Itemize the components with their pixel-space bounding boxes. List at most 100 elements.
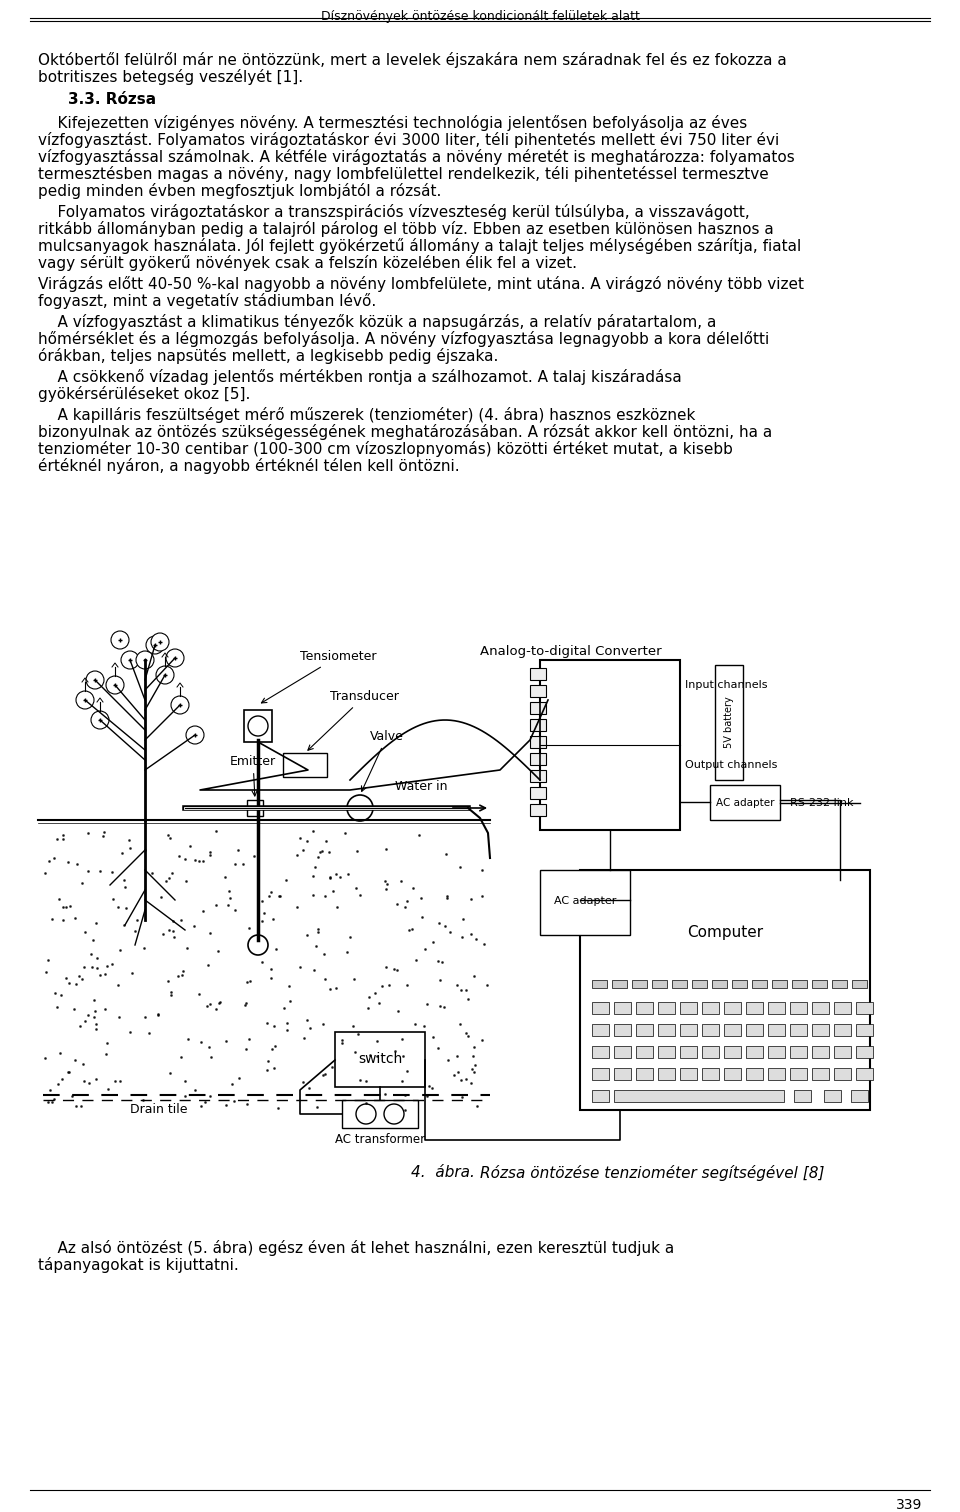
Bar <box>592 1090 609 1102</box>
Bar <box>812 1046 829 1058</box>
Bar <box>812 1024 829 1036</box>
Bar <box>856 1024 873 1036</box>
Text: Virágzás előtt 40-50 %-kal nagyobb a növény lombfelülete, mint utána. A virágzó : Virágzás előtt 40-50 %-kal nagyobb a növ… <box>38 277 804 292</box>
Text: 3.3. Rózsa: 3.3. Rózsa <box>68 92 156 107</box>
Bar <box>834 1046 851 1058</box>
Circle shape <box>384 1104 404 1123</box>
Bar <box>715 665 743 780</box>
Bar <box>746 1046 763 1058</box>
Bar <box>244 711 272 742</box>
Text: Computer: Computer <box>687 925 763 940</box>
Bar <box>790 1067 807 1080</box>
Text: A kapilláris feszültséget mérő műszerek (tenziométer) (4. ábra) hasznos eszközne: A kapilláris feszültséget mérő műszerek … <box>38 407 695 423</box>
Bar <box>680 1067 697 1080</box>
Circle shape <box>171 696 189 714</box>
Bar <box>614 1090 784 1102</box>
Bar <box>530 736 546 748</box>
Bar <box>712 980 727 987</box>
Text: ritkább állományban pedig a talajról párolog el több víz. Ebben az esetben külön: ritkább állományban pedig a talajról pár… <box>38 221 774 237</box>
Bar <box>530 788 546 798</box>
Bar <box>768 1046 785 1058</box>
Bar <box>636 1002 653 1015</box>
Bar <box>335 1033 425 1087</box>
Bar <box>283 753 327 777</box>
Bar <box>856 1067 873 1080</box>
Text: Emitter: Emitter <box>230 754 276 795</box>
Bar <box>724 1024 741 1036</box>
Bar <box>636 1046 653 1058</box>
Circle shape <box>347 795 373 821</box>
Text: RS-232 link: RS-232 link <box>790 797 853 807</box>
Text: A vízfogyasztást a klimatikus tényezők közük a napsugárzás, a relatív páratartal: A vízfogyasztást a klimatikus tényezők k… <box>38 314 716 330</box>
Bar <box>710 785 780 820</box>
Bar <box>592 980 607 987</box>
Bar <box>658 1067 675 1080</box>
Text: tápanyagokat is kijuttatni.: tápanyagokat is kijuttatni. <box>38 1256 239 1273</box>
Bar <box>724 1002 741 1015</box>
Bar <box>530 770 546 782</box>
Bar <box>692 980 707 987</box>
Circle shape <box>151 634 169 652</box>
Text: Folyamatos virágoztatáskor a transzspirációs vízveszteség kerül túlsúlyba, a vis: Folyamatos virágoztatáskor a transzspirá… <box>38 204 750 221</box>
Text: 5V battery: 5V battery <box>724 697 734 748</box>
Circle shape <box>186 726 204 744</box>
Text: órákban, teljes napsütés mellett, a legkisebb pedig éjszaka.: órákban, teljes napsütés mellett, a legk… <box>38 348 498 364</box>
Text: Tensiometer: Tensiometer <box>261 650 376 703</box>
Text: vízfogyasztással számolnak. A kétféle virágoztatás a növény méretét is meghatáro: vízfogyasztással számolnak. A kétféle vi… <box>38 150 795 165</box>
Bar <box>746 1024 763 1036</box>
Text: switch: switch <box>358 1052 402 1066</box>
Bar <box>746 1067 763 1080</box>
Bar <box>724 1067 741 1080</box>
Text: Dísznövények öntözése kondicionált felületek alatt: Dísznövények öntözése kondicionált felül… <box>321 11 639 23</box>
Bar <box>658 1046 675 1058</box>
Bar <box>632 980 647 987</box>
Bar <box>614 1002 631 1015</box>
Bar <box>658 1024 675 1036</box>
Bar <box>636 1067 653 1080</box>
Bar <box>672 980 687 987</box>
Bar <box>732 980 747 987</box>
Circle shape <box>111 631 129 649</box>
Bar <box>680 1024 697 1036</box>
Circle shape <box>121 652 139 668</box>
Bar <box>746 1002 763 1015</box>
Bar <box>794 1090 811 1102</box>
Text: AC transformer: AC transformer <box>335 1132 425 1146</box>
Text: 339: 339 <box>896 1498 922 1512</box>
Bar <box>702 1046 719 1058</box>
Bar <box>790 1046 807 1058</box>
Circle shape <box>166 649 184 667</box>
Text: 4.  ábra.: 4. ábra. <box>411 1166 480 1179</box>
Bar <box>852 980 867 987</box>
Bar <box>592 1046 609 1058</box>
Bar <box>540 661 680 830</box>
Text: hőmérséklet és a légmozgás befolyásolja. A növény vízfogyasztása legnagyobb a ko: hőmérséklet és a légmozgás befolyásolja.… <box>38 331 769 346</box>
Bar <box>724 1046 741 1058</box>
Bar <box>592 1002 609 1015</box>
Text: vízfogyasztást. Folyamatos virágoztatáskor évi 3000 liter, téli pihentetés melle: vízfogyasztást. Folyamatos virágoztatásk… <box>38 132 780 148</box>
Text: Rózsa öntözése tenziométer segítségével [8]: Rózsa öntözése tenziométer segítségével … <box>480 1166 825 1181</box>
Bar <box>530 685 546 697</box>
Bar <box>612 980 627 987</box>
Bar <box>790 1024 807 1036</box>
Text: Output channels: Output channels <box>685 761 778 770</box>
Bar <box>812 980 827 987</box>
Text: mulcsanyagok használata. Jól fejlett gyökérzetű állomány a talajt teljes mélység: mulcsanyagok használata. Jól fejlett gyö… <box>38 237 802 254</box>
Circle shape <box>91 711 109 729</box>
Text: Októbertől felülről már ne öntözzünk, mert a levelek éjszakára nem száradnak fel: Októbertől felülről már ne öntözzünk, me… <box>38 51 787 68</box>
Bar <box>592 1067 609 1080</box>
Bar <box>614 1046 631 1058</box>
Text: AC adapter: AC adapter <box>554 895 616 906</box>
Text: bizonyulnak az öntözés szükségességének meghatározásában. A rózsát akkor kell ön: bizonyulnak az öntözés szükségességének … <box>38 423 772 440</box>
Bar <box>792 980 807 987</box>
Bar <box>752 980 767 987</box>
Text: vagy sérült gyökerű növények csak a felszín közelében élik fel a vizet.: vagy sérült gyökerű növények csak a fels… <box>38 256 577 271</box>
Bar <box>592 1024 609 1036</box>
Bar <box>832 980 847 987</box>
Circle shape <box>156 665 174 683</box>
Circle shape <box>248 717 268 736</box>
Circle shape <box>356 1104 376 1123</box>
Text: Analog-to-digital Converter: Analog-to-digital Converter <box>480 646 661 658</box>
Text: Valve: Valve <box>362 730 404 791</box>
Text: Drain tile: Drain tile <box>130 1102 187 1116</box>
